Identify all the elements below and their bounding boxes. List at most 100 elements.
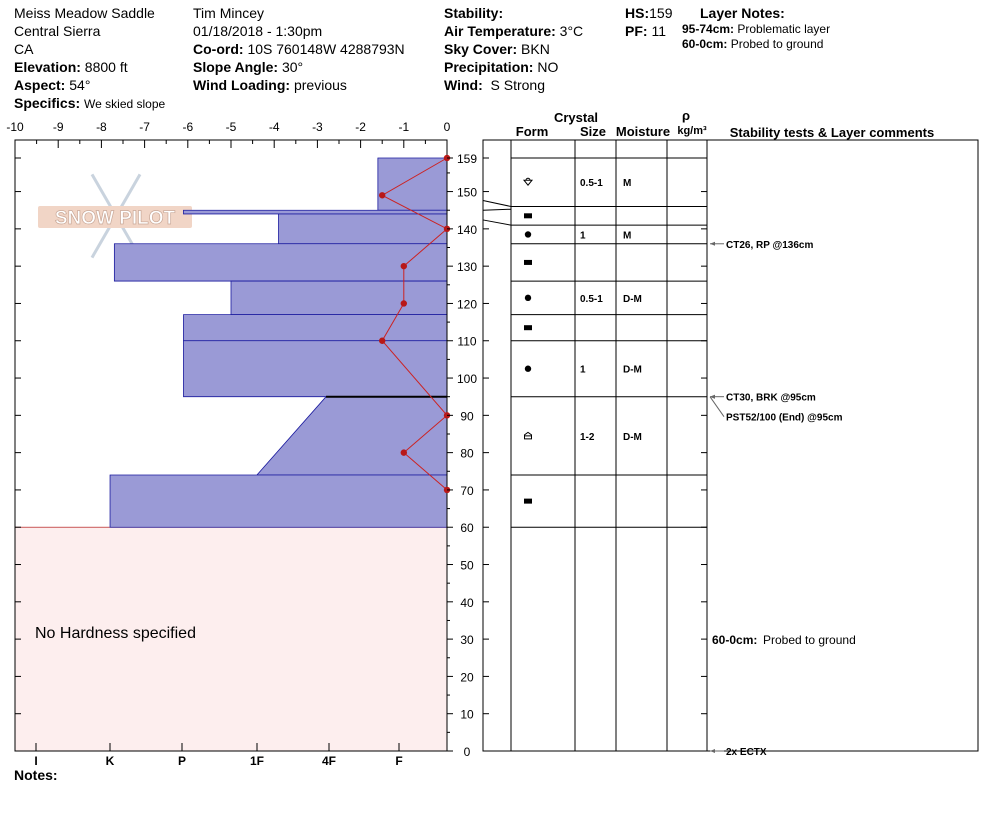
temperature-point bbox=[379, 192, 386, 199]
depth-tick-label: 60 bbox=[460, 521, 474, 535]
hardness-tick-label: F bbox=[395, 754, 402, 768]
crystal-header: Crystal bbox=[554, 110, 598, 125]
moisture-value: M bbox=[623, 178, 631, 189]
wind-loading-label: Wind Loading: bbox=[193, 77, 291, 93]
ice-form-icon bbox=[524, 498, 532, 504]
hardness-layer bbox=[183, 314, 448, 342]
layer-connector bbox=[482, 219, 512, 226]
hardness-tick-label: K bbox=[106, 754, 115, 768]
form-header: Form bbox=[516, 124, 549, 139]
stability: Stability: bbox=[444, 4, 503, 22]
hardness-layer bbox=[109, 474, 448, 528]
wind-label: Wind: bbox=[444, 77, 483, 93]
temp-tick-label: -6 bbox=[182, 120, 193, 134]
hardness-layer bbox=[183, 209, 448, 215]
hardness-layer bbox=[278, 213, 448, 245]
layer-note-text: Problematic layer bbox=[737, 22, 831, 36]
logo-text: SNOW PILOT bbox=[55, 208, 176, 229]
hs-value: 159 bbox=[649, 5, 673, 21]
moisture-value: D-M bbox=[623, 432, 642, 443]
stability-arrow-icon bbox=[710, 749, 715, 753]
specifics-value: We skied slope bbox=[84, 97, 166, 111]
specifics-label: Specifics: bbox=[14, 95, 81, 111]
datetime: 01/18/2018 - 1:30pm bbox=[193, 23, 323, 39]
moisture-value: M bbox=[623, 230, 631, 241]
depth-tick-label: 150 bbox=[457, 186, 477, 200]
ice-form-icon bbox=[524, 259, 532, 265]
aspect-value: 54° bbox=[69, 77, 91, 93]
ice-form-icon bbox=[524, 325, 532, 331]
snow-height: HS:159 bbox=[625, 4, 672, 22]
snowpilot-logo: SNOW PILOT bbox=[38, 173, 192, 259]
stability-arrow-icon bbox=[710, 241, 715, 246]
density-unit-header: kg/m³ bbox=[677, 125, 707, 137]
pf-label: PF: bbox=[625, 23, 648, 39]
depth-tick-label: 100 bbox=[457, 372, 477, 386]
depth-hoar-icon bbox=[524, 431, 532, 440]
moisture-header: Moisture bbox=[616, 124, 670, 139]
aspect-label: Aspect: bbox=[14, 77, 66, 93]
stability-test-label: CT30, BRK @95cm bbox=[726, 393, 816, 404]
faceted-rounding-icon bbox=[522, 177, 534, 187]
slope-value: 30° bbox=[281, 59, 304, 75]
temperature-point bbox=[400, 449, 407, 456]
stability-arrow-icon bbox=[710, 394, 715, 399]
grain-size: 0.5-1 bbox=[580, 178, 603, 189]
stability-label: Stability: bbox=[444, 5, 504, 21]
wind-loading-value: previous bbox=[293, 77, 347, 93]
comment-text: Probed to ground bbox=[763, 633, 856, 647]
depth-tick-label: 120 bbox=[457, 297, 477, 311]
depth-tick-label: 159 bbox=[457, 152, 477, 166]
state: CA bbox=[14, 41, 34, 57]
aspect: Aspect: 54° bbox=[14, 76, 90, 94]
logo-banner bbox=[38, 206, 192, 228]
depth-tick-label: 40 bbox=[460, 596, 474, 610]
grain-size: 1 bbox=[580, 230, 586, 241]
rounded-grain-icon bbox=[524, 365, 532, 372]
hardness-layer bbox=[113, 243, 448, 282]
air-temp-label: Air Temperature: bbox=[444, 23, 556, 39]
stability-test-label: 2x ECTX bbox=[726, 747, 767, 758]
coord-value: 10S 760148W 4288793N bbox=[247, 41, 405, 57]
depth-tick-label: 20 bbox=[460, 670, 474, 684]
depth-tick-label: 30 bbox=[460, 633, 474, 647]
layer-connector bbox=[482, 199, 512, 207]
temp-tick-label: -3 bbox=[312, 120, 323, 134]
depth-tick-label: 50 bbox=[460, 559, 474, 573]
temp-tick-label: -5 bbox=[226, 120, 237, 134]
layer-note: 60-0cm: Probed to ground bbox=[682, 37, 823, 52]
location-name: Meiss Meadow Saddle bbox=[14, 5, 155, 21]
temperature-point bbox=[400, 262, 407, 270]
mountain-range: Central Sierra bbox=[14, 23, 101, 39]
sky-value: BKN bbox=[521, 41, 550, 57]
slope-angle: Slope Angle: 30° bbox=[193, 58, 303, 76]
coordinates: Co-ord: 10S 760148W 4288793N bbox=[193, 40, 405, 58]
temp-tick-label: -2 bbox=[355, 120, 366, 134]
grain-size: 1 bbox=[580, 365, 586, 376]
depth-tick-label: 90 bbox=[460, 409, 474, 423]
notes-label: Notes: bbox=[14, 767, 58, 783]
temp-tick-label: -4 bbox=[269, 120, 280, 134]
pf-value: 11 bbox=[651, 23, 666, 39]
elevation: Elevation: 8800 ft bbox=[14, 58, 128, 76]
rounded-grain-icon bbox=[524, 294, 532, 302]
size-header: Size bbox=[580, 124, 606, 139]
layer-note: 95-74cm: Problematic layer bbox=[682, 22, 830, 37]
temp-tick-label: 0 bbox=[444, 120, 451, 134]
layer-note-text: Probed to ground bbox=[730, 37, 824, 51]
hardness-layer bbox=[377, 157, 448, 211]
stability-header: Stability tests & Layer comments bbox=[730, 125, 934, 140]
observer: Tim Mincey bbox=[193, 5, 265, 21]
coord-label: Co-ord: bbox=[193, 41, 244, 57]
stability-test-label: PST52/100 (End) @95cm bbox=[726, 413, 843, 424]
wind-value: S Strong bbox=[490, 77, 546, 93]
depth-tick-label: 140 bbox=[457, 223, 477, 237]
penetration-foot: PF: 11 bbox=[625, 22, 666, 40]
depth-tick-label: 80 bbox=[460, 447, 474, 461]
depth-tick-label: 70 bbox=[460, 484, 474, 498]
hs-label: HS: bbox=[625, 5, 650, 21]
rounded-grain-icon bbox=[524, 231, 532, 238]
layer-note-range: 60-0cm: bbox=[682, 37, 728, 51]
stability-test-label: CT26, RP @136cm bbox=[726, 240, 813, 251]
sky-label: Sky Cover: bbox=[444, 41, 518, 57]
